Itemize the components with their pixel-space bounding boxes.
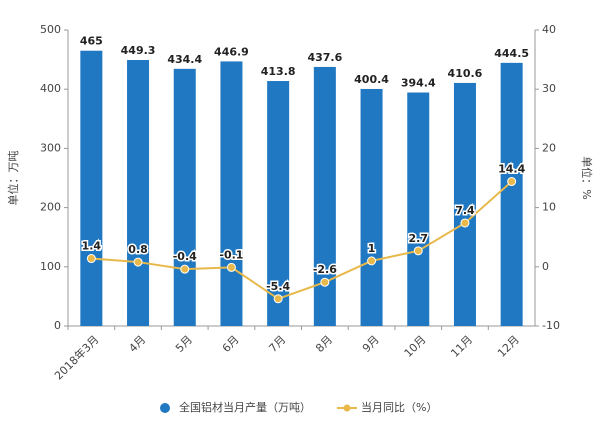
x-tick-label: 4月 — [126, 333, 148, 355]
legend-swatch — [343, 404, 351, 412]
point — [86, 254, 96, 264]
point — [367, 256, 377, 266]
y2-tick-label: 0 — [542, 260, 549, 273]
x-tick-label: 8月 — [313, 333, 335, 355]
point-value-label: 2.7 — [409, 232, 429, 245]
point-value-label: -5.4 — [266, 280, 290, 293]
bar — [220, 61, 243, 326]
point-value-label: 7.4 — [455, 204, 475, 217]
y2-tick-label: 40 — [542, 23, 556, 36]
bar-value-label: 413.8 — [261, 65, 296, 78]
x-tick-label: 11月 — [448, 333, 475, 360]
bar — [173, 68, 196, 326]
bar — [127, 60, 150, 326]
bar — [360, 88, 383, 327]
y-tick-label: 0 — [54, 319, 61, 332]
y-tick-label: 300 — [40, 141, 61, 154]
point-value-label: 1 — [368, 242, 376, 255]
point — [507, 177, 517, 187]
point-value-label: -2.6 — [313, 263, 337, 276]
y-tick-label: 500 — [40, 23, 61, 36]
bar-value-label: 444.5 — [494, 47, 529, 60]
y2-tick-label: 10 — [542, 201, 556, 214]
point — [413, 246, 423, 256]
point — [460, 218, 470, 228]
point-value-label: 14.4 — [498, 163, 525, 176]
x-tick-label: 7月 — [266, 333, 288, 355]
x-tick-label: 2018年3月 — [51, 332, 101, 382]
bar — [453, 82, 476, 326]
bar-value-label: 434.4 — [167, 53, 202, 66]
point — [226, 262, 236, 272]
bar — [407, 92, 430, 326]
y2-axis-label: 单位：% — [580, 156, 594, 199]
point — [320, 277, 330, 287]
bar — [267, 81, 290, 327]
y-axis-label: 单位：万吨 — [6, 151, 20, 206]
point — [180, 264, 190, 274]
point-value-label: -0.4 — [173, 250, 197, 263]
x-tick-label: 6月 — [220, 333, 242, 355]
legend-swatch — [160, 403, 170, 413]
bar-value-label: 446.9 — [214, 45, 249, 58]
x-tick-label: 10月 — [402, 333, 429, 360]
y2-tick-label: -10 — [542, 319, 560, 332]
bar-value-label: 394.4 — [401, 77, 436, 90]
bar — [500, 62, 523, 327]
line — [91, 180, 513, 300]
bar — [313, 66, 336, 327]
y-tick-label: 400 — [40, 82, 61, 95]
point-value-label: -0.1 — [219, 248, 243, 261]
point-value-label: 1.4 — [82, 240, 102, 253]
legend-label: 当月同比（%） — [361, 400, 437, 414]
bar — [80, 50, 103, 326]
bar-value-label: 400.4 — [354, 73, 389, 86]
bar-value-label: 410.6 — [448, 67, 483, 80]
x-tick-label: 5月 — [173, 333, 195, 355]
point — [273, 294, 283, 304]
point-value-label: 0.8 — [128, 243, 148, 256]
legend-label: 全国铝材当月产量（万吨） — [179, 400, 311, 414]
y-tick-label: 100 — [40, 260, 61, 273]
x-tick-label: 12月 — [495, 333, 522, 360]
bar-value-label: 437.6 — [307, 51, 342, 64]
x-tick-label: 9月 — [360, 333, 382, 355]
point — [133, 257, 143, 267]
y-tick-label: 200 — [40, 201, 61, 214]
bar-value-label: 449.3 — [121, 44, 156, 57]
y2-tick-label: 30 — [542, 82, 556, 95]
bar-value-label: 465 — [80, 35, 103, 48]
y2-tick-label: 20 — [542, 141, 556, 154]
